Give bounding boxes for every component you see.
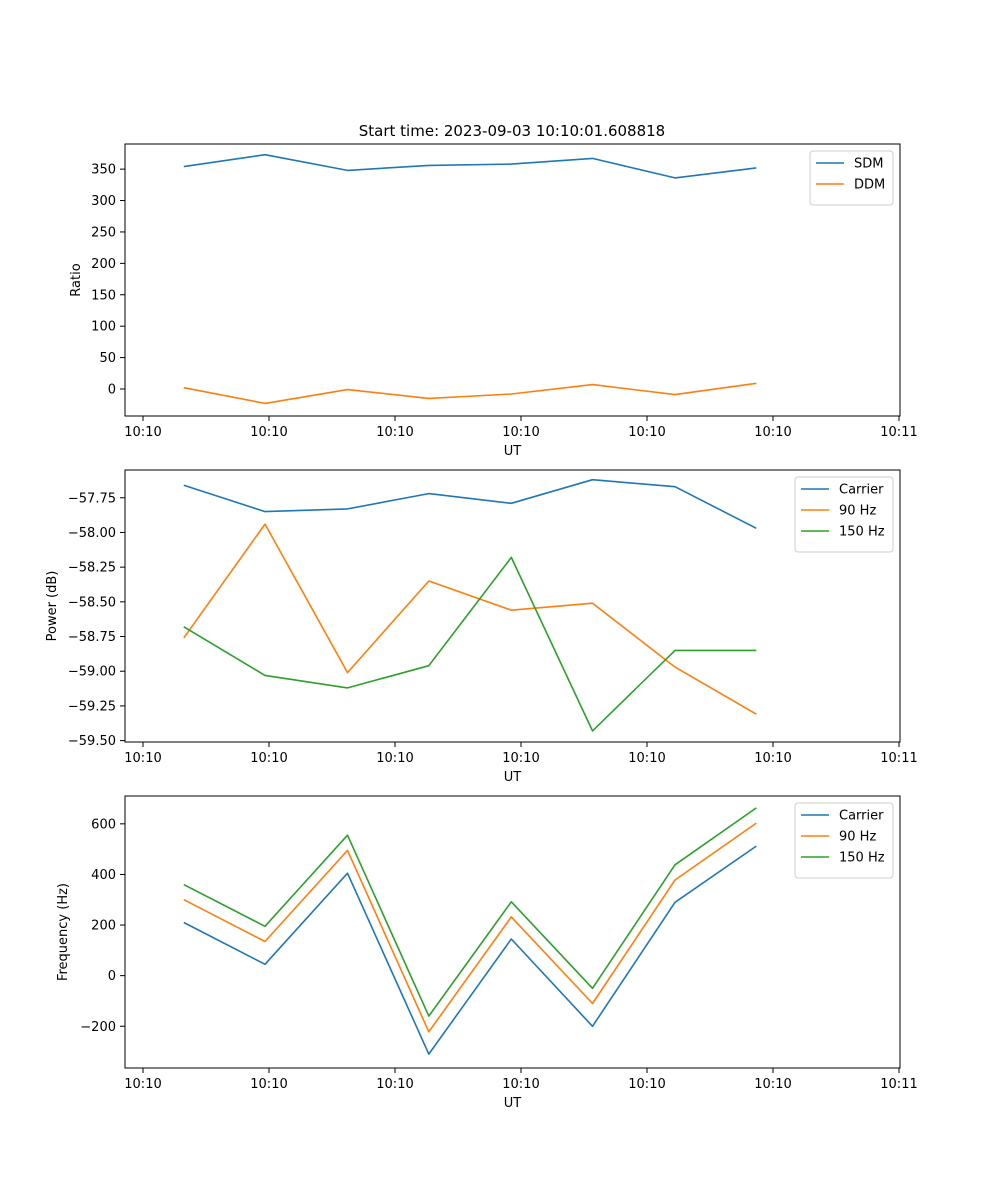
x-tick-label: 10:11 (880, 1077, 917, 1092)
x-tick-label: 10:10 (502, 1077, 539, 1092)
figure-title: Start time: 2023-09-03 10:10:01.608818 (359, 122, 665, 140)
y-tick-label: 50 (99, 351, 116, 366)
x-tick-label: 10:10 (250, 751, 287, 766)
legend-box (794, 802, 894, 879)
x-tick-label: 10:10 (250, 425, 287, 440)
y-tick-label: −59.25 (68, 699, 116, 714)
y-tick-label: −200 (80, 1020, 116, 1035)
series-line-150-hz (183, 807, 757, 1017)
y-tick-label: 350 (91, 163, 116, 178)
chart-panels: 10:10 10:10 10:10 10:10 10:10 10:10 10:11 UT 0 50… (45, 143, 918, 1111)
legend-label: SDM (854, 157, 883, 172)
x-tick-label: 10:10 (124, 425, 161, 440)
legend-label: 90 Hz (839, 504, 876, 519)
series-line-ddm (183, 382, 757, 405)
x-tick-label: 10:10 (124, 751, 161, 766)
y-axis-label: Ratio (69, 263, 84, 296)
x-tick-label: 10:10 (628, 751, 665, 766)
y-axis-label: Power (dB) (45, 571, 60, 642)
series-line-sdm (183, 153, 757, 179)
legend-label: Carrier (839, 483, 884, 498)
chart-panel-3: 10:10 10:10 10:10 10:10 10:10 10:10 10:11 UT −20… (56, 795, 918, 1111)
legend-label: 150 Hz (839, 851, 885, 866)
x-tick-label: 10:10 (250, 1077, 287, 1092)
x-tick-label: 10:10 (124, 1077, 161, 1092)
y-tick-label: −58.75 (68, 630, 116, 645)
y-tick-label: 100 (91, 320, 116, 335)
x-tick-label: 10:11 (880, 751, 917, 766)
y-tick-label: 200 (91, 919, 116, 934)
legend-box (794, 476, 894, 553)
x-tick-label: 10:10 (754, 425, 791, 440)
y-tick-label: −59.50 (68, 734, 116, 749)
legend-label: Carrier (839, 809, 884, 824)
y-axis-label: Frequency (Hz) (56, 883, 71, 981)
x-tick-label: 10:10 (502, 425, 539, 440)
x-tick-label: 10:10 (754, 1077, 791, 1092)
y-tick-label: −58.00 (68, 526, 116, 541)
x-tick-label: 10:10 (628, 1077, 665, 1092)
plot-frame (124, 469, 901, 743)
x-tick-label: 10:10 (502, 751, 539, 766)
series-line-carrier (183, 845, 757, 1055)
series-line-carrier (183, 478, 757, 530)
y-tick-label: −59.00 (68, 665, 116, 680)
plot-frame (124, 795, 901, 1069)
y-tick-label: 0 (108, 969, 116, 984)
legend-label: 150 Hz (839, 525, 885, 540)
series-line-90-hz (183, 822, 757, 1033)
x-tick-label: 10:10 (376, 1077, 413, 1092)
x-tick-label: 10:10 (376, 751, 413, 766)
legend-label: 90 Hz (839, 830, 876, 845)
chart-panel-2: 10:10 10:10 10:10 10:10 10:10 10:10 10:11 UT −59… (45, 469, 918, 785)
series-line-150-hz (183, 556, 757, 732)
y-tick-label: 400 (91, 868, 116, 883)
x-tick-label: 10:10 (376, 425, 413, 440)
legend-box (809, 150, 894, 206)
x-tick-label: 10:10 (754, 751, 791, 766)
x-tick-label: 10:11 (880, 425, 917, 440)
series-line-90-hz (183, 523, 757, 715)
y-tick-label: −58.50 (68, 595, 116, 610)
y-tick-label: 300 (91, 194, 116, 209)
y-tick-label: 250 (91, 225, 116, 240)
y-tick-label: 0 (108, 382, 116, 397)
y-tick-label: 600 (91, 817, 116, 832)
y-tick-label: −57.75 (68, 491, 116, 506)
plot-frame (124, 143, 901, 417)
x-axis-label: UT (504, 770, 522, 785)
x-tick-label: 10:10 (628, 425, 665, 440)
y-tick-label: 200 (91, 257, 116, 272)
y-tick-label: 150 (91, 288, 116, 303)
y-tick-label: −58.25 (68, 561, 116, 576)
x-axis-label: UT (504, 444, 522, 459)
legend-label: DDM (854, 178, 885, 193)
chart-panel-1: 10:10 10:10 10:10 10:10 10:10 10:10 10:11 UT 0 50… (69, 143, 918, 459)
x-axis-label: UT (504, 1096, 522, 1111)
